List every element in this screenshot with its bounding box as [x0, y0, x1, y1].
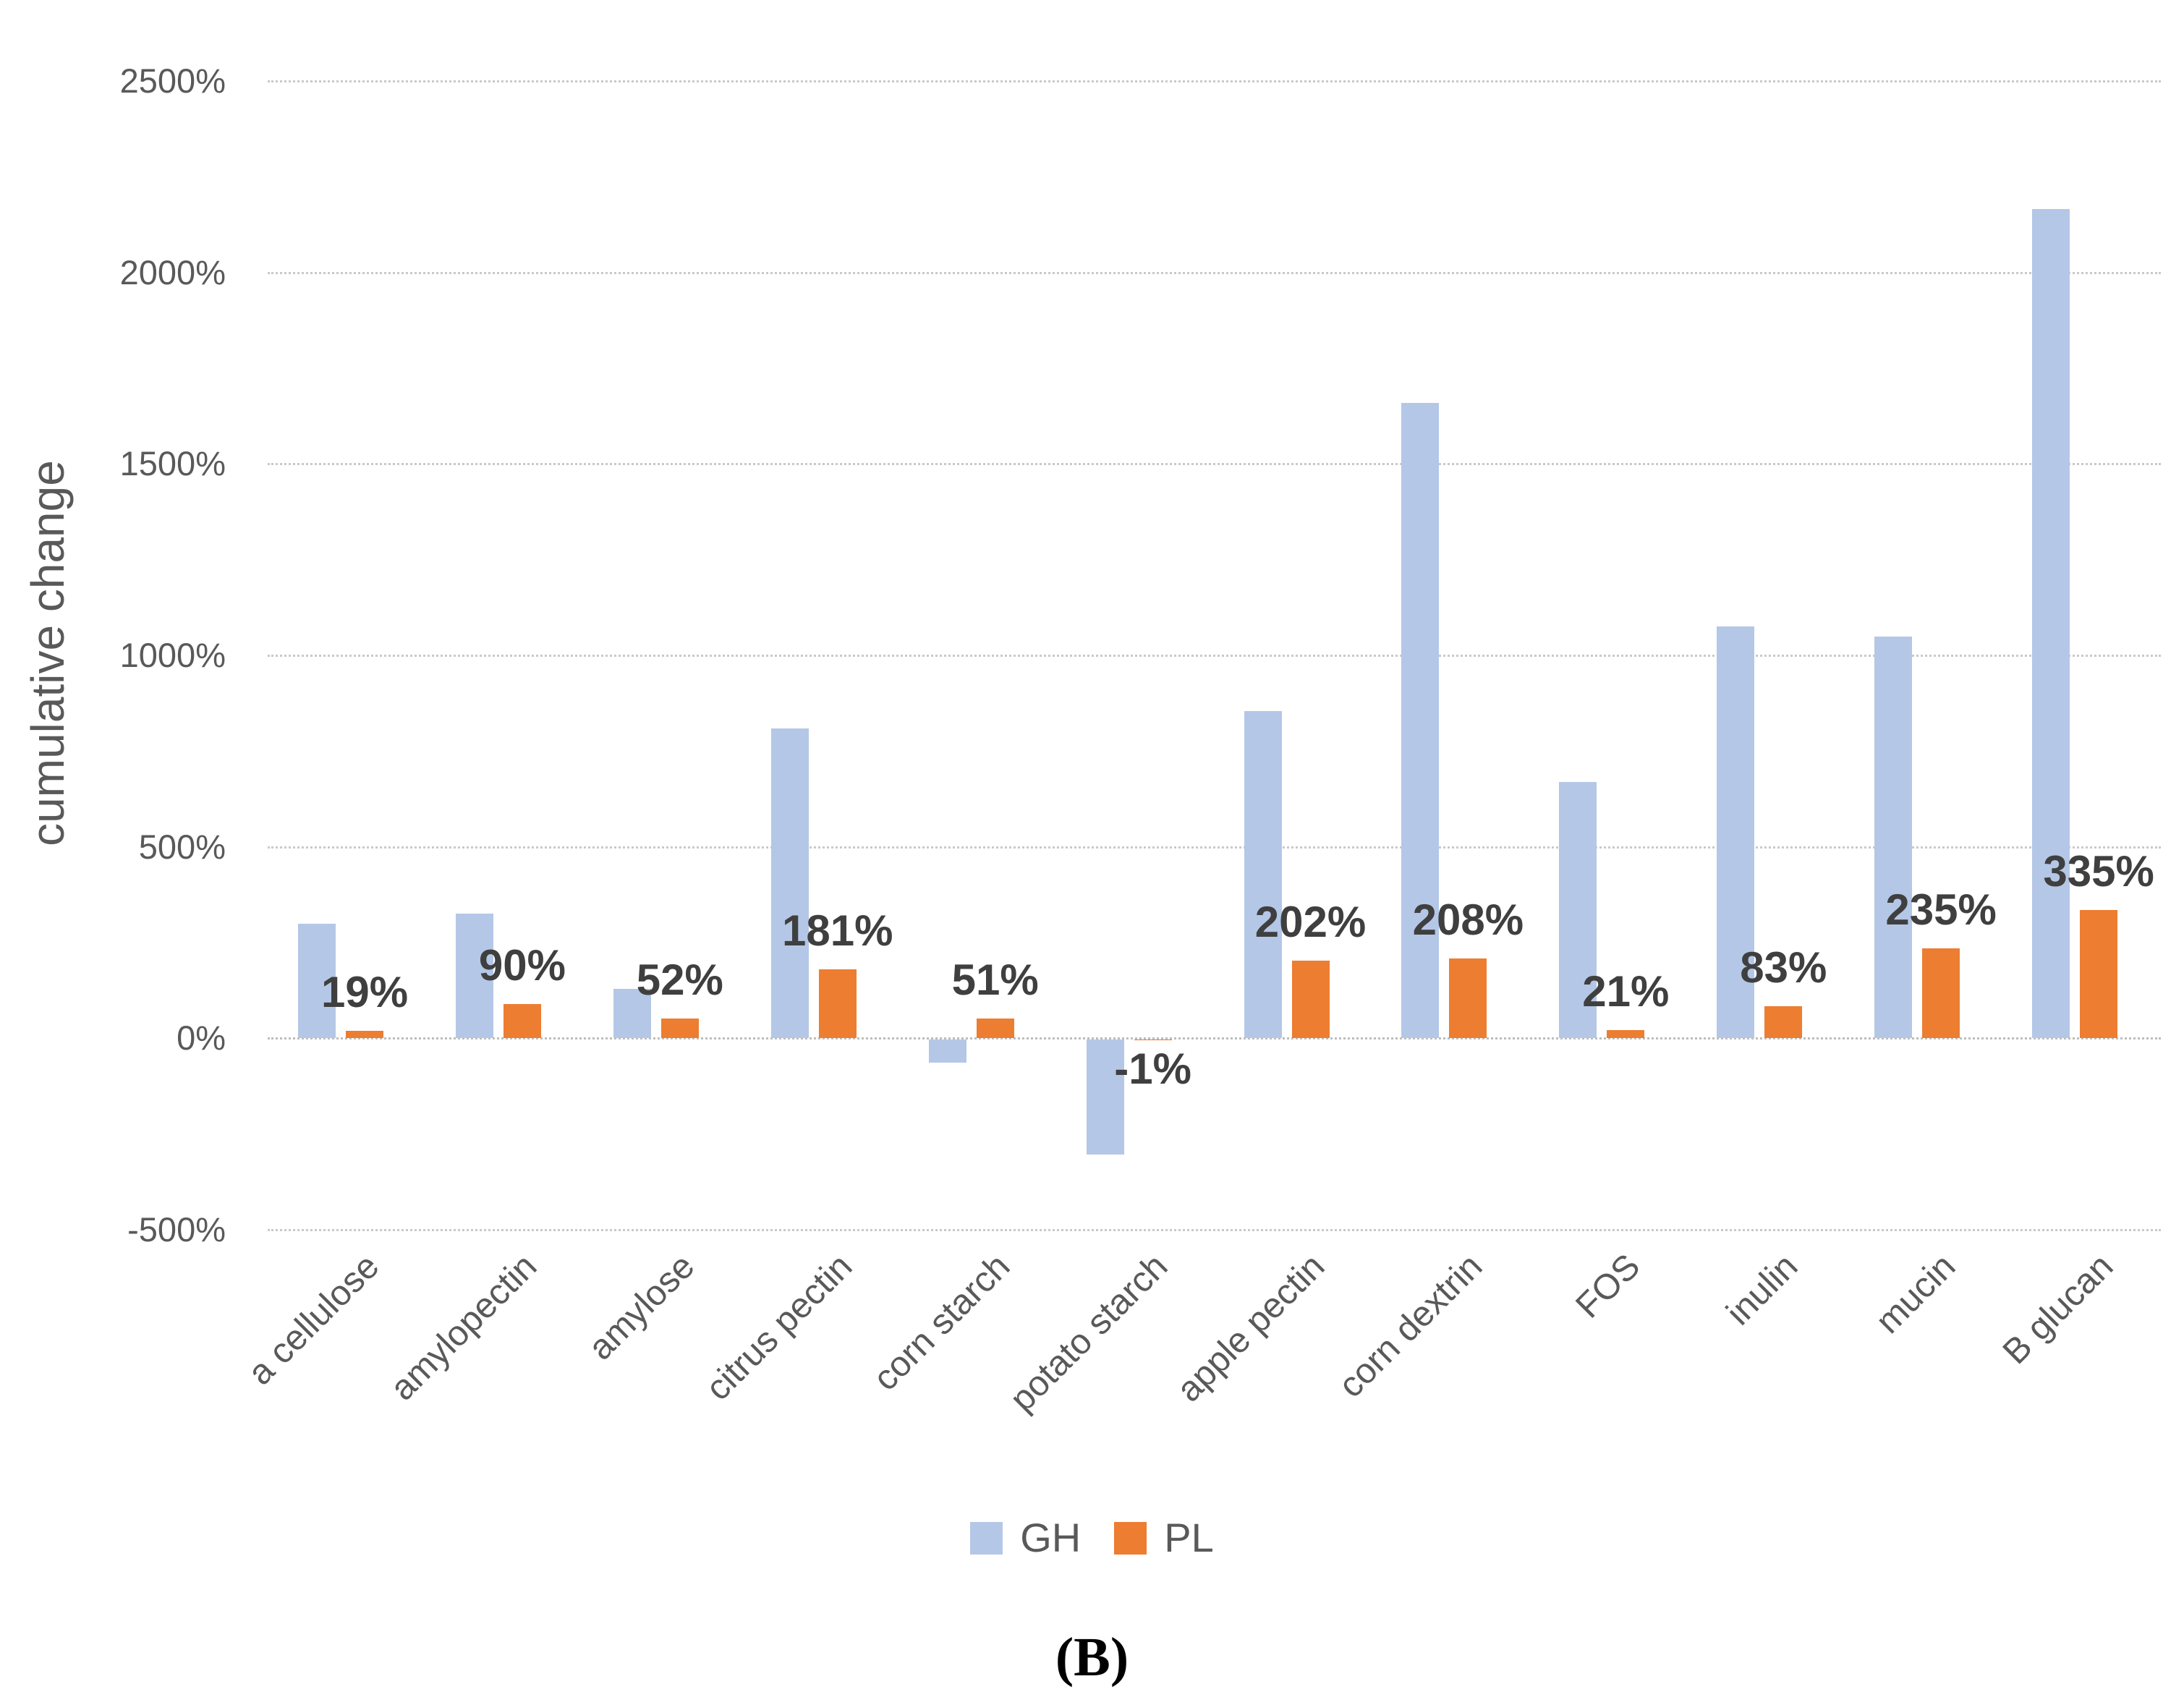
data-label-corn-starch: 51%	[951, 956, 1039, 1005]
legend-entry-pl: PL	[1114, 1518, 1214, 1558]
y-tick-label: 1000%	[119, 636, 226, 674]
data-label-amylopectin: 90%	[478, 940, 566, 990]
gridline--500%	[268, 1229, 2161, 1231]
y-tick-label: -500%	[127, 1210, 226, 1249]
bar-gh-apple-pectin	[1244, 710, 1282, 1039]
bar-gh-corn-starch	[928, 1039, 966, 1063]
bar-pl-a-cellulose	[346, 1031, 383, 1039]
y-tick-label: 0%	[177, 1019, 226, 1058]
gridline-1000%	[268, 655, 2161, 657]
bar-pl-inulin	[1764, 1006, 1803, 1039]
legend-entry-gh: GH	[970, 1518, 1081, 1558]
bar-gh-citrus-pectin	[770, 728, 809, 1039]
bar-gh-mucin	[1874, 636, 1913, 1039]
gridline-500%	[268, 846, 2161, 849]
data-label-citrus-pectin: 181%	[782, 906, 893, 955]
legend: GH PL	[0, 1518, 2184, 1558]
gridline-1500%	[268, 463, 2161, 466]
legend-label-pl: PL	[1164, 1515, 1214, 1560]
data-label-mucin: 235%	[1885, 885, 1997, 934]
bar-gh-corn-dextrin	[1401, 402, 1440, 1039]
data-label-apple-pectin: 202%	[1254, 898, 1367, 947]
data-label-corn-dextrin: 208%	[1412, 896, 1524, 945]
gridline-2000%	[268, 271, 2161, 274]
data-label-amylose: 52%	[636, 955, 723, 1004]
legend-swatch-gh-icon	[970, 1521, 1003, 1555]
data-label-fos: 21%	[1582, 967, 1670, 1016]
bar-gh-amylose	[613, 988, 651, 1039]
x-axis-label-amylopectin: amylopectin	[383, 1246, 545, 1408]
bar-pl-amylopectin	[503, 1003, 541, 1039]
x-axis-label-fos: FOS	[1568, 1246, 1648, 1326]
bar-gh-inulin	[1717, 626, 1755, 1039]
data-label-inulin: 83%	[1740, 943, 1827, 992]
data-label-potato-starch: -1%	[1114, 1045, 1191, 1094]
y-tick-label: 2000%	[119, 252, 226, 292]
bar-gh-amylopectin	[455, 914, 493, 1039]
gridline-0%	[268, 1037, 2161, 1040]
data-label-b-glucan: 335%	[2043, 847, 2154, 896]
legend-label-gh: GH	[1020, 1515, 1082, 1560]
x-axis-label-inulin: inulin	[1719, 1246, 1806, 1333]
bar-gh-fos	[1559, 781, 1597, 1039]
x-axis-label-corn-dextrin: corn dextrin	[1331, 1246, 1490, 1406]
panel-caption: (B)	[1055, 1627, 1129, 1688]
x-axis-label-mucin: mucin	[1868, 1246, 1963, 1341]
bar-pl-citrus-pectin	[818, 969, 857, 1039]
bar-pl-corn-dextrin	[1449, 958, 1487, 1039]
data-label-a-cellulose: 19%	[320, 968, 409, 1017]
x-axis-label-amylose: amylose	[581, 1246, 702, 1368]
bar-pl-fos	[1607, 1030, 1645, 1039]
legend-swatch-pl-icon	[1114, 1521, 1147, 1555]
x-axis-label-corn-starch: corn starch	[865, 1246, 1018, 1398]
bar-gh-b-glucan	[2032, 209, 2070, 1039]
bar-gh-a-cellulose	[298, 923, 336, 1039]
bar-pl-mucin	[1922, 948, 1960, 1039]
bar-pl-corn-starch	[976, 1019, 1014, 1039]
x-axis-label-b-glucan: B glucan	[1995, 1246, 2121, 1372]
bar-pl-b-glucan	[2080, 910, 2118, 1039]
y-tick-label: 2500%	[119, 61, 226, 100]
x-axis-label-a-cellulose: a cellulose	[240, 1246, 387, 1393]
bar-pl-amylose	[660, 1018, 699, 1039]
x-axis-label-potato-starch: potato starch	[1002, 1246, 1176, 1419]
y-tick-label: 1500%	[119, 444, 226, 483]
x-axis-label-apple-pectin: apple pectin	[1169, 1246, 1333, 1410]
bar-pl-potato-starch	[1134, 1039, 1172, 1040]
bar-gh-potato-starch	[1086, 1039, 1124, 1155]
x-axis-label-citrus-pectin: citrus pectin	[698, 1246, 860, 1408]
bar-pl-apple-pectin	[1291, 961, 1330, 1039]
y-tick-label: 500%	[138, 827, 226, 866]
gridline-2500%	[268, 80, 2161, 82]
